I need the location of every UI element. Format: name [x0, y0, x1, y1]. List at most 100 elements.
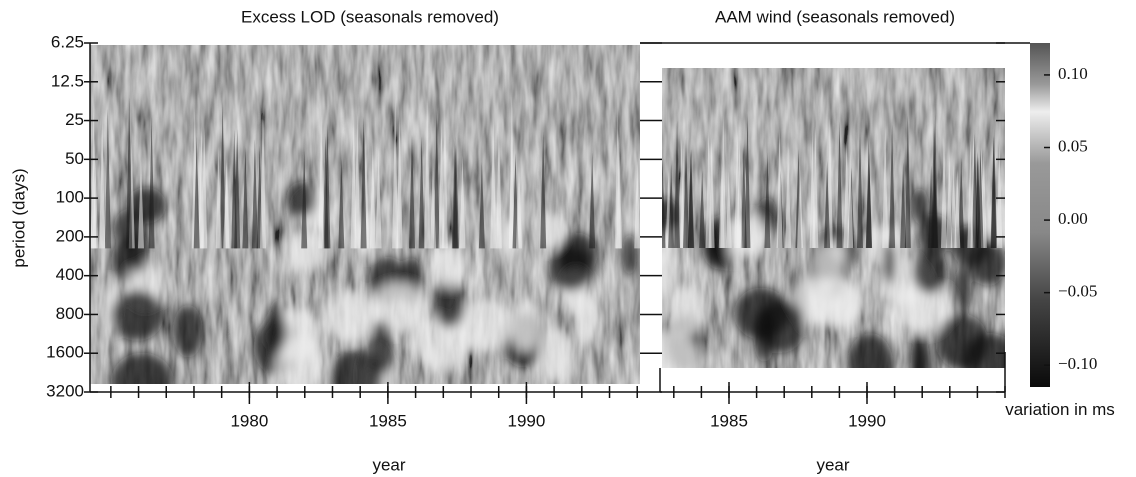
- spike: [764, 152, 771, 248]
- spike: [438, 119, 445, 249]
- spike: [705, 131, 712, 248]
- x-tick-label: 1985: [369, 411, 407, 430]
- spike: [418, 136, 425, 249]
- blob: [537, 326, 573, 383]
- colorbar: [1030, 43, 1050, 387]
- blob: [935, 313, 988, 368]
- spike: [589, 152, 596, 249]
- spike: [392, 96, 399, 249]
- spike: [396, 115, 403, 249]
- heatmap: [90, 45, 640, 384]
- blob: [882, 240, 896, 285]
- spike: [940, 138, 947, 248]
- heatmap: [662, 68, 1005, 368]
- chart-title: Excess LOD (seasonals removed): [241, 7, 499, 26]
- spike: [459, 155, 466, 249]
- blob: [455, 298, 514, 351]
- x-axis-label: year: [816, 455, 849, 474]
- blob: [954, 265, 971, 314]
- blob: [267, 301, 284, 354]
- y-tick-label: 400: [56, 265, 84, 284]
- blob: [910, 336, 930, 368]
- blob: [839, 276, 854, 327]
- colorbar-tick-label: 0.10: [1058, 64, 1088, 83]
- spike: [301, 150, 308, 249]
- spike: [451, 140, 458, 249]
- spike: [736, 141, 743, 248]
- spike: [967, 140, 974, 248]
- blob: [110, 352, 174, 384]
- colorbar-tick-label: 0.05: [1058, 136, 1088, 155]
- colorbar-tick-label: −0.05: [1058, 282, 1097, 301]
- blob: [548, 246, 594, 292]
- blob: [276, 336, 325, 384]
- spike: [104, 109, 111, 249]
- spike: [318, 117, 325, 249]
- blob: [431, 243, 465, 289]
- spike: [718, 157, 725, 248]
- spike: [495, 128, 502, 249]
- spike: [409, 134, 416, 249]
- blob: [172, 304, 203, 358]
- blob: [432, 278, 466, 328]
- blob: [622, 232, 637, 277]
- blob: [813, 242, 844, 288]
- blob: [664, 285, 705, 338]
- spike: [847, 151, 854, 248]
- y-tick-label: 50: [65, 149, 84, 168]
- blob: [371, 282, 427, 333]
- spike: [946, 153, 953, 248]
- spike: [478, 161, 485, 249]
- spike: [375, 147, 382, 249]
- blob: [326, 291, 375, 343]
- spike: [616, 136, 623, 249]
- spike: [699, 170, 706, 248]
- spike: [508, 96, 515, 249]
- blob: [912, 248, 947, 295]
- y-tick-label: 25: [65, 110, 84, 129]
- colorbar-label: variation in ms: [1005, 400, 1115, 419]
- blob: [411, 315, 469, 371]
- spike: [515, 159, 522, 249]
- spike: [683, 138, 690, 248]
- spike: [856, 128, 863, 248]
- spike: [931, 119, 938, 248]
- spike: [996, 143, 1003, 248]
- spike: [824, 160, 831, 248]
- spike: [193, 136, 200, 249]
- blob: [662, 249, 677, 296]
- x-tick-label: 1980: [230, 411, 268, 430]
- y-tick-label: 100: [56, 188, 84, 207]
- spike: [433, 110, 440, 249]
- spike: [776, 128, 783, 248]
- y-tick-label: 12.5: [51, 71, 84, 90]
- spike: [92, 160, 99, 249]
- spike: [223, 161, 230, 249]
- heatmap-images: [90, 45, 1005, 384]
- colorbar-tick-label: 0.00: [1058, 209, 1088, 228]
- colorbar-tick-label: −0.10: [1058, 354, 1097, 373]
- spike: [369, 142, 376, 249]
- blob: [286, 181, 316, 218]
- spike: [251, 139, 258, 249]
- spike: [231, 129, 238, 249]
- blob: [807, 277, 865, 329]
- blob: [757, 299, 805, 354]
- x-axis-label: year: [372, 455, 405, 474]
- spike: [865, 137, 872, 248]
- spike: [687, 151, 694, 248]
- blob: [330, 348, 383, 384]
- spike: [882, 127, 889, 248]
- spike: [430, 159, 437, 249]
- spike: [99, 119, 106, 249]
- spike: [662, 159, 666, 248]
- blob: [509, 298, 541, 352]
- spike: [725, 171, 732, 248]
- spike: [836, 121, 843, 248]
- spike: [360, 116, 367, 249]
- spike: [744, 113, 751, 249]
- y-tick-label: 1600: [46, 343, 84, 362]
- y-tick-label: 6.25: [51, 32, 84, 51]
